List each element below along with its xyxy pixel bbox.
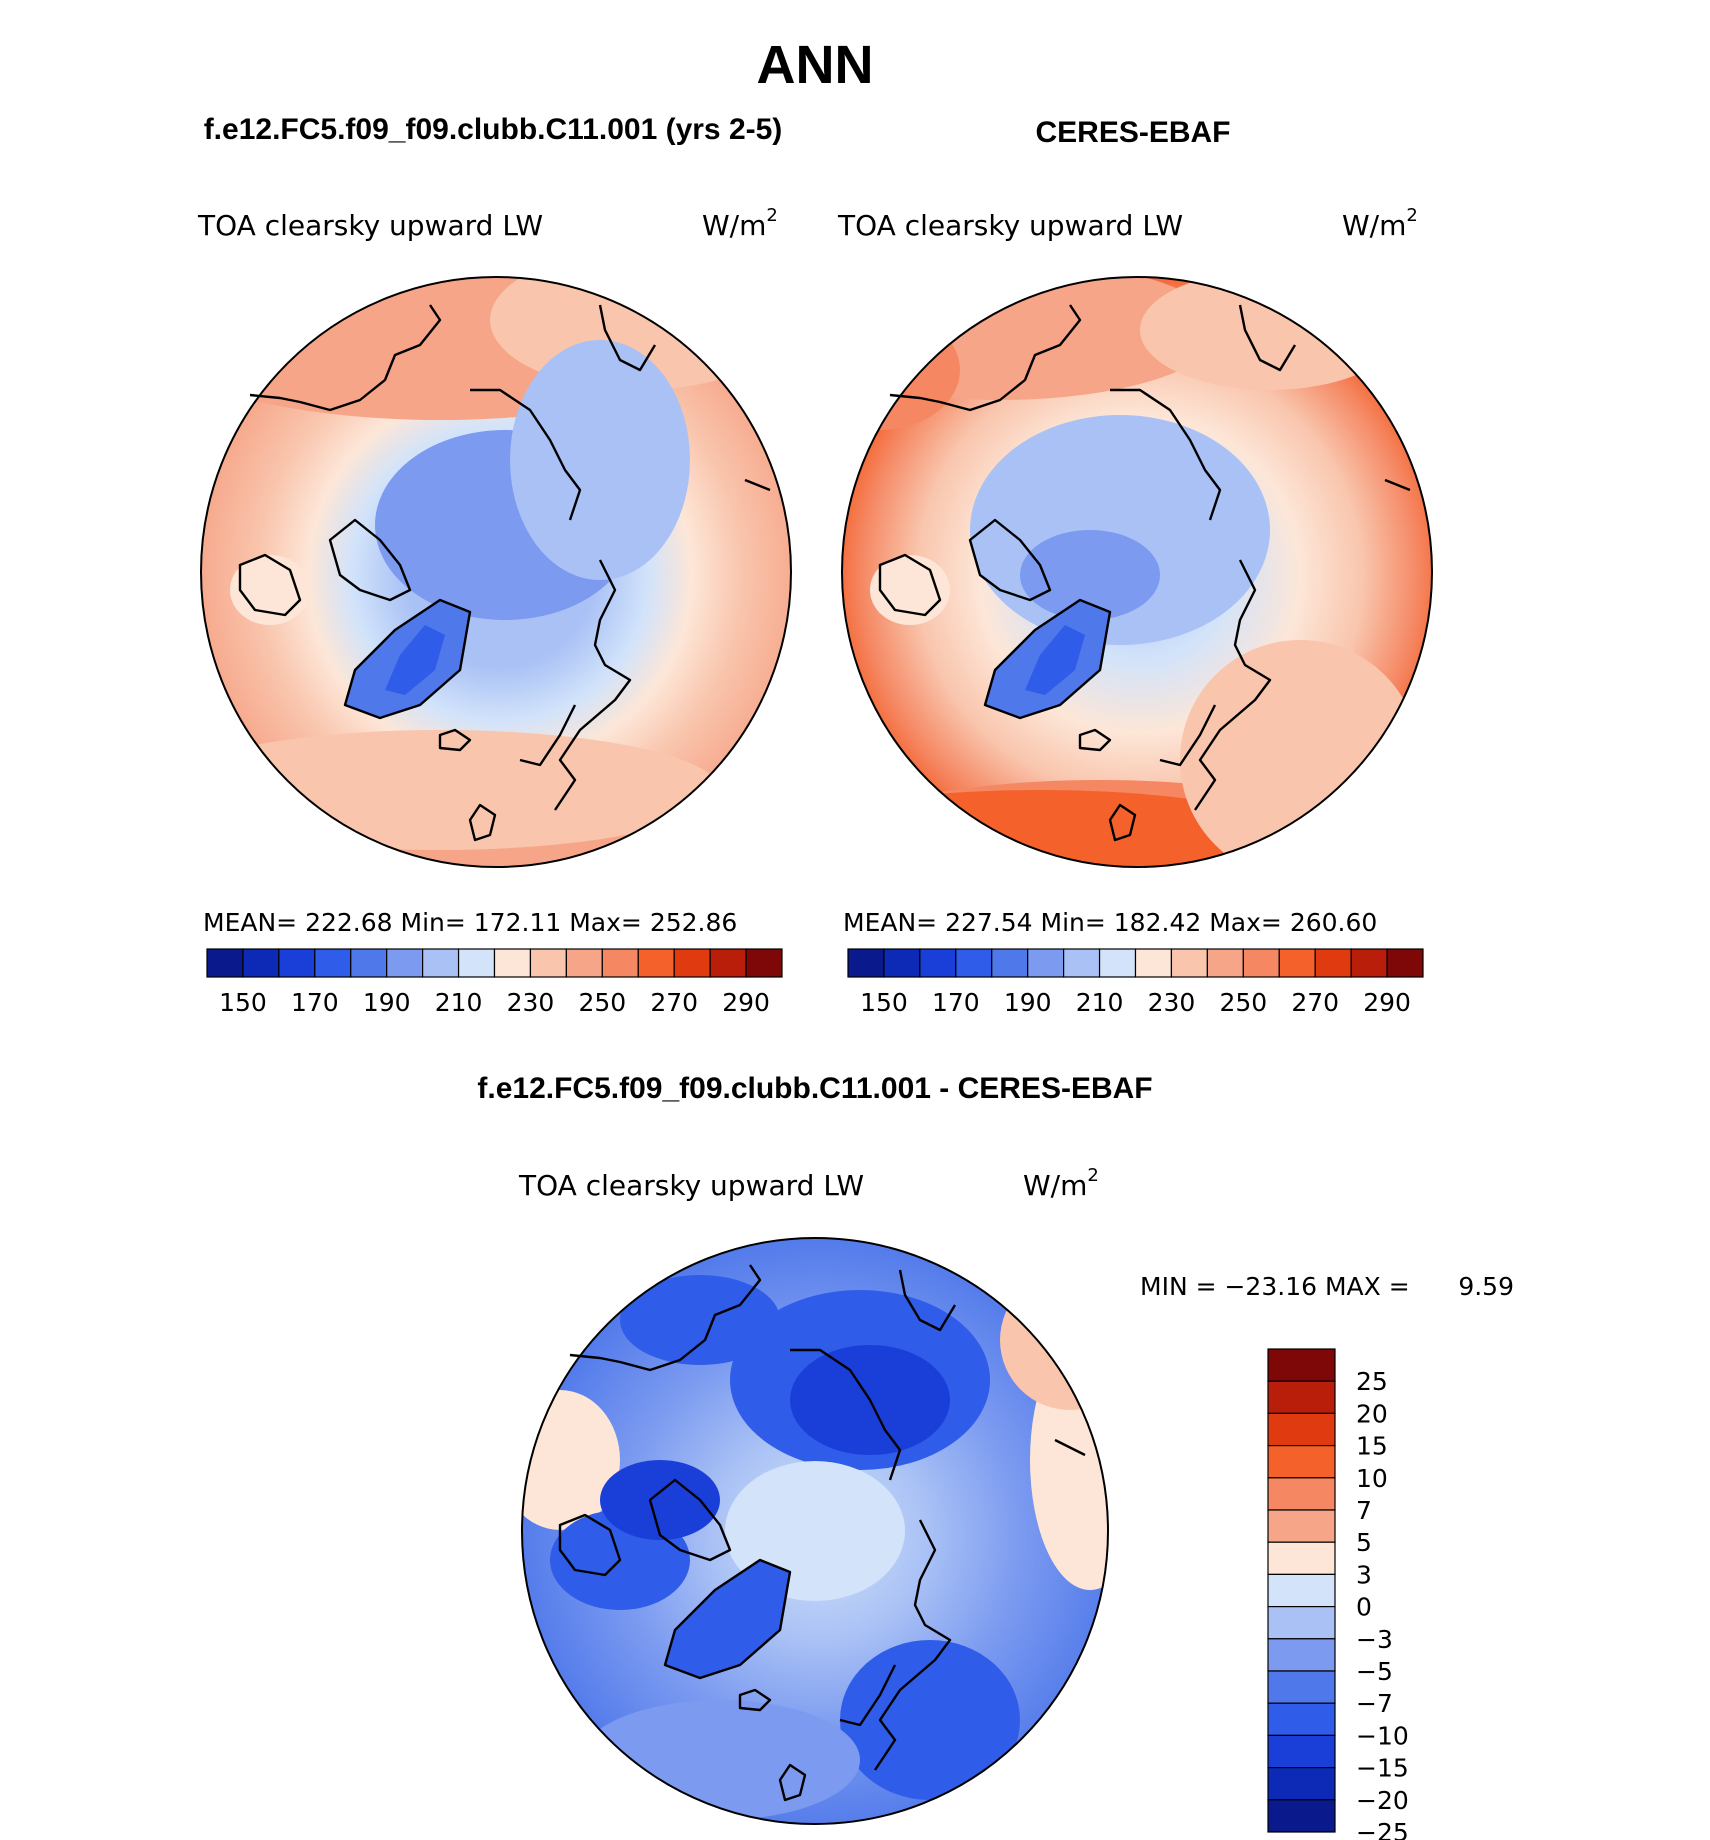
- colorbar-swatch: [565, 948, 603, 978]
- colorbar-swatch: [1267, 1670, 1336, 1704]
- colorbar-tick-label: −3: [1356, 1625, 1393, 1654]
- model-units-label: W/m2: [702, 205, 778, 242]
- colorbar-swatch: [1278, 948, 1316, 978]
- difference-max-value: 9.59: [1458, 1272, 1514, 1301]
- colorbar-tick-label: 230: [1148, 988, 1196, 1017]
- colorbar-swatch: [206, 948, 244, 978]
- colorbar-swatch: [919, 948, 957, 978]
- colorbar-tick-label: −7: [1356, 1689, 1393, 1718]
- difference-units-label: W/m2: [1023, 1165, 1099, 1202]
- colorbar-tick-label: −15: [1356, 1754, 1409, 1783]
- colorbar-swatch: [847, 948, 885, 978]
- colorbar-swatch: [1386, 948, 1424, 978]
- colorbar-tick-label: −20: [1356, 1786, 1409, 1815]
- colorbar-swatch: [601, 948, 639, 978]
- colorbar-tick-label: 250: [1219, 988, 1267, 1017]
- colorbar-swatch: [1027, 948, 1065, 978]
- colorbar-swatch: [1206, 948, 1244, 978]
- colorbar-tick-label: 170: [291, 988, 339, 1017]
- colorbar-swatch: [386, 948, 424, 978]
- colorbar-swatch: [529, 948, 567, 978]
- colorbar-tick-label: 15: [1356, 1432, 1388, 1461]
- colorbar-tick-label: 5: [1356, 1528, 1372, 1557]
- colorbar-swatch: [1063, 948, 1101, 978]
- colorbar-swatch: [422, 948, 460, 978]
- colorbar-tick-label: 3: [1356, 1560, 1372, 1589]
- colorbar-swatch: [242, 948, 280, 978]
- colorbar-tick-label: 230: [507, 988, 555, 1017]
- colorbar-tick-label: 250: [578, 988, 626, 1017]
- colorbar-swatch: [1134, 948, 1173, 978]
- colorbar-swatch: [1267, 1734, 1336, 1769]
- difference-polar-map: [521, 1237, 1109, 1825]
- colorbar-swatch: [745, 948, 783, 978]
- obs-variable-label: TOA clearsky upward LW: [837, 209, 1183, 242]
- colorbar-swatch: [709, 948, 747, 978]
- colorbar-swatch: [457, 948, 496, 978]
- colorbar-swatch: [1314, 948, 1352, 978]
- colorbar-swatch: [1267, 1348, 1336, 1382]
- colorbar-tick-label: 210: [1076, 988, 1124, 1017]
- colorbar-swatch: [1267, 1444, 1336, 1479]
- colorbar-swatch: [1267, 1605, 1336, 1640]
- model-polar-map: [200, 276, 792, 868]
- colorbar-swatch: [1267, 1477, 1336, 1511]
- colorbar-tick-label: 290: [722, 988, 770, 1017]
- colorbar-swatch: [1267, 1412, 1336, 1447]
- difference-title: f.e12.FC5.f09_f09.clubb.C11.001 - CERES-…: [477, 1072, 1152, 1105]
- colorbar-tick-label: 0: [1356, 1593, 1372, 1622]
- main-title: ANN: [757, 35, 874, 95]
- colorbar-swatch: [1267, 1573, 1336, 1608]
- colorbar-tick-label: 290: [1363, 988, 1411, 1017]
- colorbar-tick-label: 20: [1356, 1399, 1388, 1428]
- colorbar-swatch: [350, 948, 388, 978]
- colorbar-tick-label: 150: [860, 988, 908, 1017]
- obs-stats: MEAN= 227.54 Min= 182.42 Max= 260.60: [843, 908, 1377, 937]
- model-case-title: f.e12.FC5.f09_f09.clubb.C11.001 (yrs 2-5…: [204, 113, 783, 146]
- colorbar-swatch: [314, 948, 352, 978]
- colorbar-swatch: [1098, 948, 1137, 978]
- colorbar-swatch: [1242, 948, 1280, 978]
- colorbar-swatch: [1267, 1766, 1336, 1801]
- colorbar-tick-label: 270: [1291, 988, 1339, 1017]
- model-colorbar: 150 170 190 210 230 250 270 290: [206, 948, 783, 1017]
- colorbar-tick-label: 270: [650, 988, 698, 1017]
- colorbar-tick-label: −5: [1356, 1657, 1393, 1686]
- colorbar-tick-label: 25: [1356, 1367, 1388, 1396]
- colorbar-swatch: [673, 948, 711, 978]
- colorbar-swatch: [991, 948, 1029, 978]
- colorbar-swatch: [1350, 948, 1388, 978]
- colorbar-swatch: [278, 948, 316, 978]
- obs-colorbar: 150 170 190 210 230 250 270 290: [847, 948, 1424, 1017]
- colorbar-tick-label: 190: [1004, 988, 1052, 1017]
- colorbar-tick-label: −25: [1356, 1818, 1409, 1840]
- model-variable-label: TOA clearsky upward LW: [197, 209, 543, 242]
- colorbar-swatch: [1267, 1702, 1336, 1736]
- difference-colorbar: 25 20 15 10 7 5 3 0 −3 −5 −7 −10 −15 −20 −25: [1267, 1348, 1409, 1840]
- colorbar-swatch: [955, 948, 993, 978]
- colorbar-swatch: [1267, 1799, 1336, 1833]
- obs-polar-map: [841, 276, 1433, 868]
- difference-minmax-label: MIN = −23.16 MAX =: [1140, 1272, 1410, 1301]
- difference-variable-label: TOA clearsky upward LW: [518, 1169, 864, 1202]
- colorbar-tick-label: 150: [219, 988, 267, 1017]
- colorbar-swatch: [637, 948, 675, 978]
- colorbar-swatch: [1267, 1638, 1336, 1672]
- colorbar-tick-label: 190: [363, 988, 411, 1017]
- colorbar-swatch: [1170, 948, 1208, 978]
- colorbar-tick-label: −10: [1356, 1721, 1409, 1750]
- colorbar-swatch: [883, 948, 921, 978]
- colorbar-tick-label: 170: [932, 988, 980, 1017]
- colorbar-tick-label: 7: [1356, 1496, 1372, 1525]
- colorbar-swatch: [1267, 1541, 1336, 1575]
- obs-case-title: CERES-EBAF: [1035, 116, 1230, 149]
- obs-units-label: W/m2: [1342, 205, 1418, 242]
- colorbar-tick-label: 210: [435, 988, 483, 1017]
- colorbar-swatch: [1267, 1509, 1336, 1543]
- colorbar-swatch: [493, 948, 532, 978]
- model-stats: MEAN= 222.68 Min= 172.11 Max= 252.86: [203, 908, 737, 937]
- colorbar-swatch: [1267, 1380, 1336, 1414]
- colorbar-tick-label: 10: [1356, 1464, 1388, 1493]
